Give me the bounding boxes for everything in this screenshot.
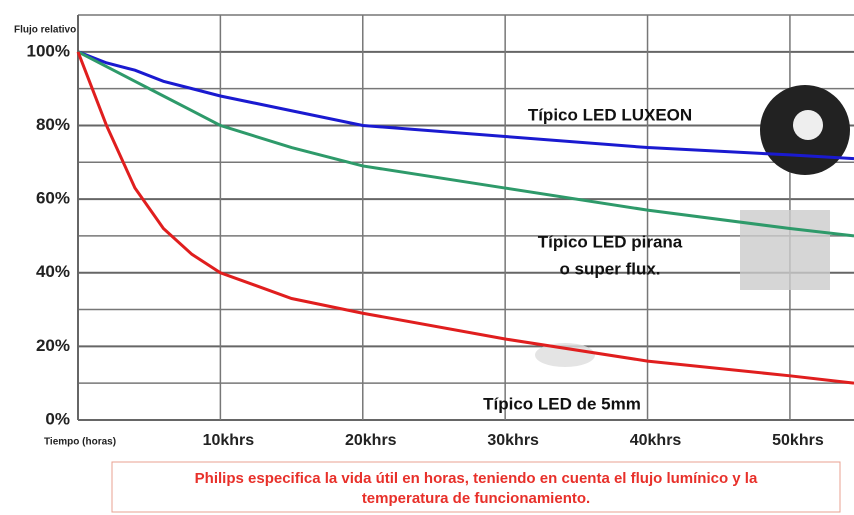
led-images [535,85,850,367]
y-tick-label: 40% [36,262,70,281]
grid [77,14,854,421]
caption-line: Philips especifica la vida útil en horas… [195,470,758,487]
y-tick-label: 80% [36,115,70,134]
caption-line: temperatura de funcionamiento. [362,490,590,507]
y-axis-label: Flujo relativo [14,25,76,36]
pirana-image [740,210,830,290]
caption-box [111,461,841,513]
y-tick-label: 100% [27,41,70,60]
series-line [77,50,854,161]
y-tick-label: 20% [36,336,70,355]
x-tick-label: 30khrs [487,432,539,449]
series-line [76,51,854,385]
annotation: Típico LED LUXEON [528,105,692,124]
y-tick-label: 60% [36,189,70,208]
x-tick-label: 10khrs [203,432,255,449]
led5mm-image [535,343,595,367]
y-tick-label: 0% [45,409,70,428]
x-tick-label: 20khrs [345,432,397,449]
annotation: o super flux. [559,259,660,278]
x-tick-label: 40khrs [630,432,682,449]
x-tick-label: 50khrs [772,432,824,449]
annotation: Típico LED de 5mm [483,394,641,413]
series-line [77,50,854,238]
luxeon-lens [793,110,823,140]
x-axis-label: Tiempo (horas) [44,437,116,448]
annotation: Típico LED pirana [538,232,683,251]
